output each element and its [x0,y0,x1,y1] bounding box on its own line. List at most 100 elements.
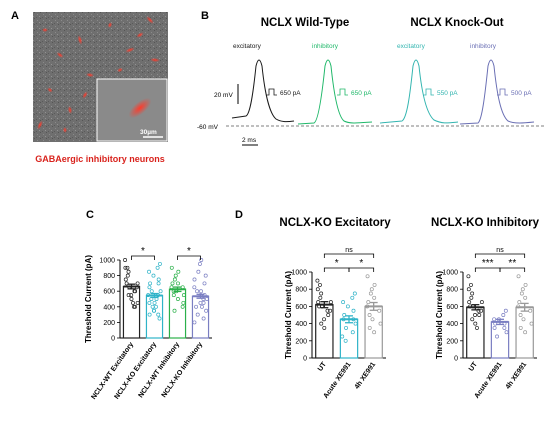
current-label-ko-inhibitory: 500 pA [511,90,532,97]
data-point [199,258,204,262]
inset-neuron [128,97,152,119]
data-point [342,313,347,317]
data-point [502,325,507,330]
step-icon-wt-inhibitory [337,88,348,96]
data-point [204,308,209,313]
data-point [518,325,523,330]
trace-wt-excitatory [231,59,295,123]
data-point [181,293,186,298]
significance-bracket [131,255,155,260]
bar [466,306,485,359]
ko-title: NCLX Knock-Out [410,17,503,29]
micrograph: 30µm [33,12,168,142]
trace-ko-excitatory [379,59,459,124]
data-point [131,300,135,305]
data-point [466,287,471,292]
data-point [171,293,176,298]
y-tick-label: 0 [303,356,307,363]
data-point [521,317,526,322]
data-point [133,289,138,294]
fluorescent-cell [62,127,68,133]
data-point [201,300,206,305]
category-label: NCLX-WT Excitatory [90,341,135,401]
step-icon-wt-excitatory [266,88,277,96]
data-point [315,278,320,283]
significance-label: ns [345,247,353,254]
data-point [156,312,161,317]
data-point [319,291,324,296]
fluorescent-cell [146,16,154,24]
data-point [176,281,180,286]
data-point [369,287,374,292]
bar [364,305,383,359]
data-point [466,274,471,279]
trace-label-wt-excitatory: excitatory [233,43,262,50]
fluorescent-cell [37,120,43,130]
y-tick-label: 1000 [99,258,115,265]
trace-label-wt-inhibitory: inhibitory [312,43,339,50]
data-point [325,308,330,313]
current-label-ko-excitatory: 550 pA [437,90,458,97]
data-point [131,304,136,309]
data-point [517,300,522,305]
fluorescent-cell [125,47,135,53]
data-point [169,265,174,270]
data-point [504,330,509,335]
panel-letter-c: C [86,209,94,221]
data-point [366,300,371,305]
data-point [378,321,383,326]
data-point [123,277,128,282]
category-label: UT [317,361,329,373]
y-tick-label: 400 [446,321,458,328]
data-point [129,293,134,298]
data-point [345,304,350,309]
data-point [192,320,197,325]
fluorescent-cell [86,72,94,78]
data-point [503,308,508,313]
significance-bracket [177,255,201,260]
significance-bracket [348,267,375,272]
data-point [475,325,479,330]
wt-title: NCLX Wild-Type [261,17,350,29]
data-point [135,281,140,286]
voltage-scale-bar: 20 mV [214,84,239,104]
data-point [147,269,151,274]
voltage-scale-label: 20 mV [214,92,233,99]
data-point [154,304,158,309]
data-point [180,304,185,309]
data-point [197,261,202,266]
data-point [322,317,326,322]
trace-label-ko-inhibitory: inhibitory [470,43,497,50]
data-point [479,300,484,305]
data-point [148,281,153,286]
data-point [203,273,208,278]
data-point [353,321,358,326]
current-label-wt-inhibitory: 650 pA [351,90,372,97]
y-tick-label: 600 [103,289,115,296]
data-point [328,308,333,313]
data-point [367,313,372,317]
scale-bar-label: 30µm [140,129,157,136]
data-point [351,308,356,313]
data-point [350,295,355,300]
data-point [125,273,130,278]
time-scale-label: 2 ms [242,137,257,144]
data-point [316,300,321,305]
data-point [123,265,128,270]
significance-bracket [499,267,526,272]
data-point [158,289,163,294]
micrograph-caption: GABAergic inhibitory neurons [35,154,165,164]
data-point [192,285,197,290]
data-point [157,261,162,266]
y-tick-label: 0 [111,336,115,343]
data-point [365,274,370,279]
panel-letter-a: A [11,10,19,22]
category-label: 4h XE991 [354,361,378,391]
fluorescent-cell [117,67,123,73]
data-point [520,287,525,292]
y-axis-label: Threshold Current (pA) [84,255,93,343]
data-point [147,312,152,317]
data-point [201,316,206,321]
trace-label-ko-excitatory: excitatory [397,43,426,50]
